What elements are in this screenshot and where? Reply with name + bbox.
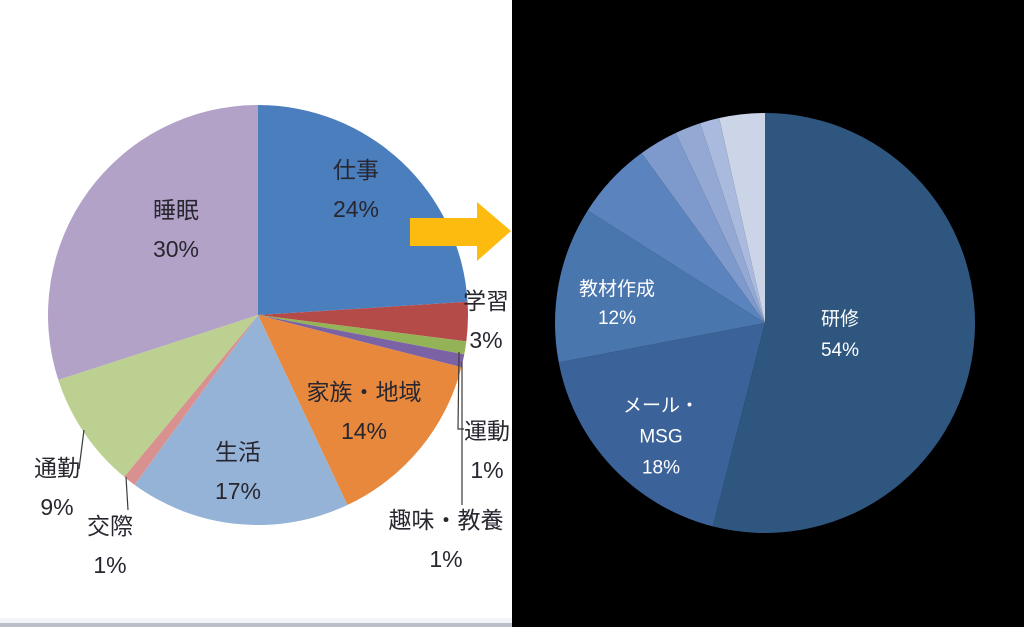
leader-lines bbox=[78, 351, 464, 511]
slice-unlabeled-2 bbox=[641, 132, 765, 323]
leader-line-kousai bbox=[125, 476, 129, 511]
work-breakdown-pie-slices bbox=[555, 113, 976, 533]
bottom-border-strip-light bbox=[0, 618, 512, 623]
slice-kousai bbox=[124, 315, 258, 485]
slice-mail-msg bbox=[558, 323, 765, 527]
slice-shumi-kyouyou bbox=[258, 315, 465, 368]
slice-unlabeled-1 bbox=[587, 153, 765, 323]
slice-kenshu bbox=[712, 113, 976, 533]
slice-shigoto bbox=[258, 105, 468, 315]
slice-undou bbox=[258, 315, 467, 355]
slice-seikatsu bbox=[134, 315, 348, 525]
work-breakdown-pie-chart bbox=[555, 113, 976, 533]
daily-time-pie-chart bbox=[48, 105, 511, 525]
yellow-right-arrow-icon bbox=[410, 202, 511, 261]
slice-kazoku-chiiki bbox=[258, 315, 462, 506]
slice-kyozai-sakusei bbox=[555, 210, 765, 363]
leader-line-tsuukin bbox=[78, 429, 85, 470]
slice-tsuukin bbox=[58, 315, 258, 477]
daily-time-pie-slices bbox=[48, 105, 469, 525]
bottom-border-strip-dark bbox=[0, 623, 512, 627]
slice-suimin bbox=[48, 105, 258, 380]
slice-unlabeled-4 bbox=[700, 118, 765, 323]
slice-unlabeled-5 bbox=[719, 113, 765, 323]
slice-unlabeled-3 bbox=[675, 123, 765, 323]
slice-gakushu bbox=[258, 301, 469, 342]
